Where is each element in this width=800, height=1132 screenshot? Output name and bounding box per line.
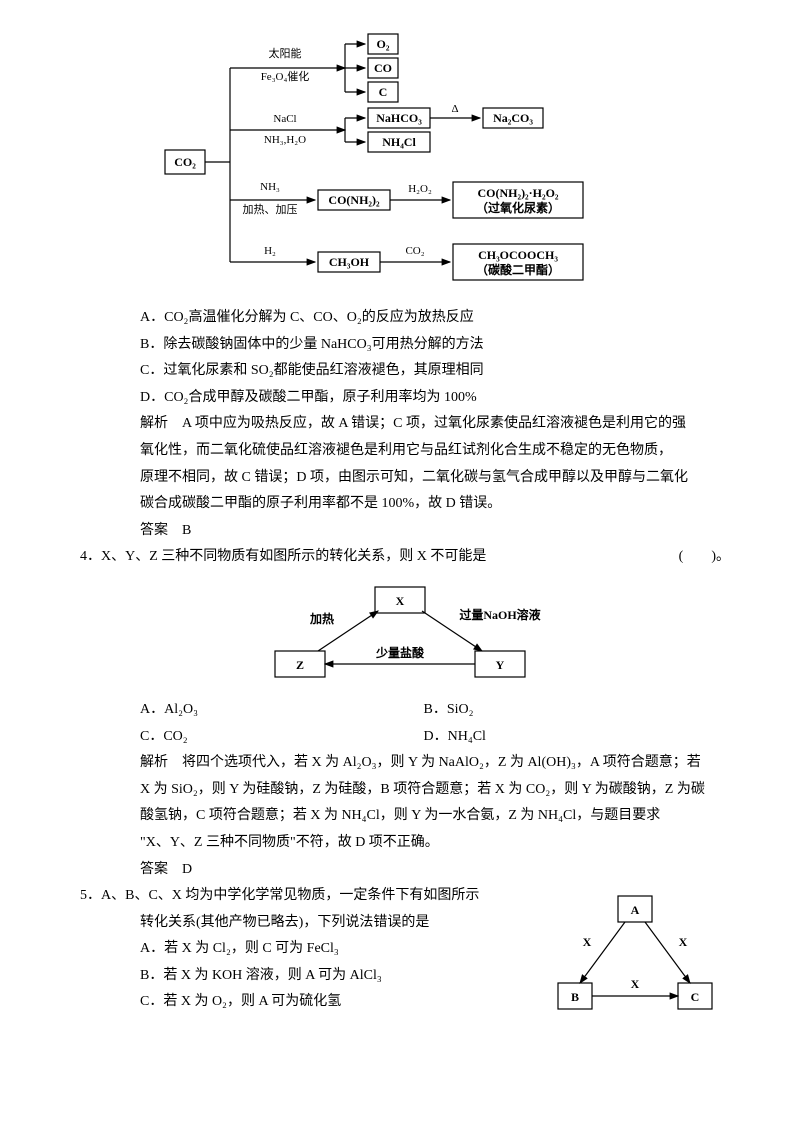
svg-text:Δ: Δ <box>451 103 458 115</box>
svg-text:Z: Z <box>296 658 304 672</box>
svg-text:（过氧化尿素）: （过氧化尿素） <box>476 200 560 215</box>
q5-option-a: A．若 X 为 Cl₂，则 C 可为 FeCl₃ <box>50 936 520 963</box>
q3-option-a: A．CO₂高温催化分解为 C、CO、O₂的反应为放热反应 <box>50 305 750 332</box>
svg-text:X: X <box>583 935 592 949</box>
svg-text:过量NaOH溶液: 过量NaOH溶液 <box>459 607 540 622</box>
xyz-cycle-diagram: X Z Y 加热 过量NaOH溶液 少量盐酸 <box>230 579 570 689</box>
q4-explanation: X 为 SiO₂，则 Y 为硅酸钠，Z 为硅酸，B 项符合题意；若 X 为 CO… <box>50 777 750 804</box>
svg-text:太阳能: 太阳能 <box>269 46 302 60</box>
q3-option-b: B．除去碳酸钠固体中的少量 NaHCO₃可用热分解的方法 <box>50 332 750 359</box>
q3-option-d: D．CO₂合成甲醇及碳酸二甲酯，原子利用率均为 100% <box>50 385 750 412</box>
svg-text:NH₃: NH₃ <box>260 181 280 193</box>
q3-explanation: 原理不相同，故 C 错误；D 项，由图示可知，二氧化碳与氢气合成甲醇以及甲醇与二… <box>50 465 750 492</box>
q5-option-c: C．若 X 为 O₂，则 A 可为硫化氢 <box>50 989 520 1016</box>
q5-stem: 5．A、B、C、X 均为中学化学常见物质，一定条件下有如图所示 <box>50 883 520 910</box>
q4-option-b: B．SiO₂ <box>424 702 474 717</box>
svg-text:CH₃OCOOCH₃: CH₃OCOOCH₃ <box>478 248 558 262</box>
svg-text:NH₄Cl: NH₄Cl <box>382 135 416 149</box>
q4-explanation: 解析 将四个选项代入，若 X 为 Al₂O₃，则 Y 为 NaAlO₂，Z 为 … <box>50 750 750 777</box>
svg-text:CH₃OH: CH₃OH <box>329 255 370 269</box>
svg-text:（碳酸二甲酯）: （碳酸二甲酯） <box>476 262 560 277</box>
svg-text:CO(NH₂)₂: CO(NH₂)₂ <box>328 193 380 207</box>
svg-text:C: C <box>379 85 388 99</box>
q4-stem-text: 4．X、Y、Z 三种不同物质有如图所示的转化关系，则 X 不可能是 <box>80 549 486 564</box>
svg-text:O₂: O₂ <box>377 37 390 51</box>
q4-explanation: "X、Y、Z 三种不同物质"不符，故 D 项不正确。 <box>50 830 750 857</box>
q3-explanation: 碳合成碳酸二甲酯的原子利用率都不是 100%，故 D 错误。 <box>50 491 750 518</box>
svg-text:CO₂: CO₂ <box>405 245 424 257</box>
abc-triangle-diagram: A B C X X X <box>550 888 720 1018</box>
q3-option-c: C．过氧化尿素和 SO₂都能使品红溶液褪色，其原理相同 <box>50 358 750 385</box>
svg-text:H₂: H₂ <box>264 245 276 257</box>
svg-text:NaCl: NaCl <box>273 113 296 125</box>
q5-stem2: 转化关系(其他产物已略去)，下列说法错误的是 <box>50 910 520 937</box>
q4-options-row1: A．Al₂O₃ B．SiO₂ <box>50 697 750 724</box>
svg-text:B: B <box>571 990 579 1004</box>
co2-conversion-diagram: CO₂ 太阳能 Fe₃O₄催化 O₂ CO C NaCl NH₃,H₂O NaH… <box>160 30 640 290</box>
q4-option-a: A．Al₂O₃ <box>140 697 420 724</box>
svg-text:CO(NH₂)₂·H₂O₂: CO(NH₂)₂·H₂O₂ <box>477 186 558 200</box>
q4-stem: 4．X、Y、Z 三种不同物质有如图所示的转化关系，则 X 不可能是 ( )。 <box>50 544 750 571</box>
svg-text:少量盐酸: 少量盐酸 <box>375 645 425 660</box>
q3-answer: 答案 B <box>50 518 750 545</box>
svg-text:Y: Y <box>496 658 505 672</box>
svg-text:Fe₃O₄催化: Fe₃O₄催化 <box>261 69 310 83</box>
q4-option-d: D．NH₄Cl <box>424 729 486 744</box>
svg-text:NH₃,H₂O: NH₃,H₂O <box>264 134 306 146</box>
svg-text:Na₂CO₃: Na₂CO₃ <box>493 111 533 125</box>
svg-text:H₂O₂: H₂O₂ <box>408 183 432 195</box>
svg-text:X: X <box>679 935 688 949</box>
svg-text:A: A <box>631 903 640 917</box>
svg-text:加热: 加热 <box>309 611 334 626</box>
svg-text:CO₂: CO₂ <box>174 155 196 169</box>
q5-option-b: B．若 X 为 KOH 溶液，则 A 可为 AlCl₃ <box>50 963 520 990</box>
q4-blank: ( )。 <box>707 544 730 571</box>
svg-text:X: X <box>631 977 640 991</box>
svg-text:X: X <box>396 594 405 608</box>
q4-answer: 答案 D <box>50 857 750 884</box>
svg-text:NaHCO₃: NaHCO₃ <box>376 111 422 125</box>
q4-option-c: C．CO₂ <box>140 724 420 751</box>
svg-text:CO: CO <box>374 61 392 75</box>
q4-options-row2: C．CO₂ D．NH₄Cl <box>50 724 750 751</box>
svg-text:加热、加压: 加热、加压 <box>243 203 298 216</box>
svg-text:C: C <box>691 990 700 1004</box>
q3-explanation: 解析 A 项中应为吸热反应，故 A 错误；C 项，过氧化尿素使品红溶液褪色是利用… <box>50 411 750 438</box>
q4-explanation: 酸氢钠，C 项符合题意；若 X 为 NH₄Cl，则 Y 为一水合氨，Z 为 NH… <box>50 803 750 830</box>
q3-explanation: 氧化性，而二氧化硫使品红溶液褪色是利用它与品红试剂化合生成不稳定的无色物质， <box>50 438 750 465</box>
